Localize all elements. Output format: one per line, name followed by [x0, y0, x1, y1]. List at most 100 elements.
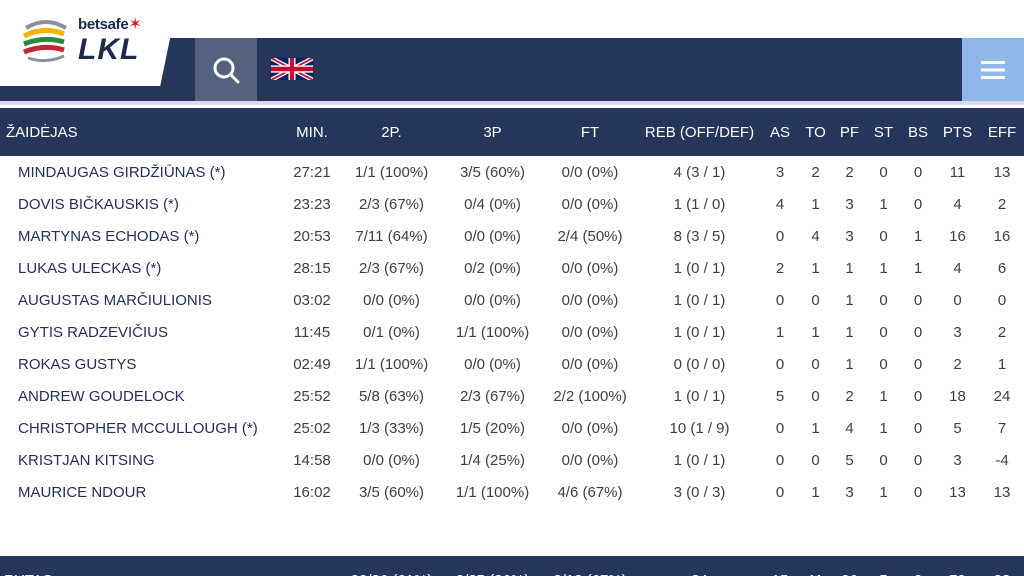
stat-cell: 1 [866, 252, 901, 284]
stat-cell: 0 [901, 348, 935, 380]
search-icon [213, 57, 240, 84]
table-row: AUGUSTAS MARČIULIONIS 03:02 0/0 (0%) 0/0 (0… [0, 284, 1024, 316]
team-totals-row: RYTAS 22/36 (61%)9/25 (36%)8/12 (67%)3415… [0, 556, 1024, 576]
player-name-link[interactable]: KRISTJAN KITSING [0, 444, 283, 476]
logo[interactable]: betsafe✶ LKL [0, 0, 178, 86]
table-header-row: ŽAIDĖJAS MIN. 2P. 3P FT REB (OFF/DEF) AS TO PF ST… [0, 108, 1024, 156]
stat-cell: 0/0 (0%) [543, 156, 637, 188]
column-header[interactable]: MIN. [296, 123, 328, 141]
stat-cell: 23:23 [283, 188, 341, 220]
stat-cell: 1 [866, 412, 901, 444]
stat-cell: 5 [935, 412, 980, 444]
stat-cell: 0/0 (0%) [543, 412, 637, 444]
stat-cell: 5 [762, 380, 798, 412]
stat-cell: 2/4 (50%) [543, 220, 637, 252]
stat-cell: 1 [901, 252, 935, 284]
stat-cell: 3 [833, 188, 866, 220]
total-cell: 2 [901, 556, 935, 576]
column-header[interactable]: REB (OFF/DEF) [644, 123, 755, 141]
stat-cell: 4 [798, 220, 833, 252]
stat-cell: 02:49 [283, 348, 341, 380]
search-button[interactable] [195, 38, 257, 102]
uk-flag-icon[interactable] [271, 58, 313, 80]
player-name-link[interactable]: MAURICE NDOUR [0, 476, 283, 508]
stat-cell: 0/4 (0%) [442, 188, 543, 220]
column-header[interactable]: ST [873, 123, 894, 141]
stat-cell: 0 [762, 348, 798, 380]
table-row: DOVIS BIČKAUSKIS (*) 23:23 2/3 (67%) 0/4 (0… [0, 188, 1024, 220]
stat-cell: 1/4 (25%) [442, 444, 543, 476]
navbar [0, 38, 1024, 102]
stat-cell: 0 [762, 444, 798, 476]
column-header[interactable]: FT [580, 123, 600, 141]
table-row: LUKAS ULECKAS (*) 28:15 2/3 (67%) 0/2 (0%) 0… [0, 252, 1024, 284]
stat-cell: 1 [798, 252, 833, 284]
stat-cell: 0 [901, 476, 935, 508]
stat-cell: 1/5 (20%) [442, 412, 543, 444]
column-header[interactable]: ŽAIDĖJAS [6, 123, 78, 141]
stat-cell: 0 [901, 284, 935, 316]
stat-cell: 3 [935, 444, 980, 476]
player-name-link[interactable]: GYTIS RADZEVIČIUS [0, 316, 283, 348]
stat-cell: 0 [901, 380, 935, 412]
stat-cell: 1/3 (33%) [341, 412, 442, 444]
player-name-link[interactable]: CHRISTOPHER MCCULLOUGH (*) [0, 412, 283, 444]
total-cell: 34 [637, 556, 762, 576]
stat-cell: 11 [935, 156, 980, 188]
stat-cell: 0 [866, 220, 901, 252]
stat-cell: 3 (0 / 3) [637, 476, 762, 508]
sponsor-name: betsafe✶ [78, 16, 142, 33]
star-icon: ✶ [128, 16, 142, 33]
column-header[interactable]: 3P [483, 123, 502, 141]
stat-cell: 4 [935, 188, 980, 220]
stat-cell: 1 [833, 348, 866, 380]
stat-cell: 0/1 (0%) [341, 316, 442, 348]
stat-cell: 0/0 (0%) [543, 444, 637, 476]
table-row: CHRISTOPHER MCCULLOUGH (*) 25:02 1/3 (33%)… [0, 412, 1024, 444]
stat-cell: 1 [866, 476, 901, 508]
stat-cell: 0 [866, 444, 901, 476]
stat-cell: 4 [762, 188, 798, 220]
stat-cell: 0/2 (0%) [442, 252, 543, 284]
stat-cell: 11:45 [283, 316, 341, 348]
stat-cell: 3/5 (60%) [341, 476, 442, 508]
column-header[interactable]: 2P. [381, 123, 402, 141]
stat-cell: 13 [980, 156, 1024, 188]
player-name-link[interactable]: ROKAS GUSTYS [0, 348, 283, 380]
stat-cell: 0 [901, 188, 935, 220]
stat-cell: 3/5 (60%) [442, 156, 543, 188]
column-header[interactable]: TO [805, 123, 826, 141]
column-header[interactable]: AS [769, 123, 790, 141]
column-header[interactable]: EFF [987, 123, 1017, 141]
player-name-link[interactable]: MARTYNAS ECHODAS (*) [0, 220, 283, 252]
table-row: GYTIS RADZEVIČIUS 11:45 0/1 (0%) 1/1 (100%)… [0, 316, 1024, 348]
stat-cell: 2 [980, 188, 1024, 220]
stat-cell: 2 [833, 380, 866, 412]
league-name: LKL [78, 33, 140, 66]
player-name-link[interactable]: LUKAS ULECKAS (*) [0, 252, 283, 284]
stat-cell: 0 [866, 284, 901, 316]
stat-cell: 2/3 (67%) [341, 252, 442, 284]
player-name-link[interactable]: ANDREW GOUDELOCK [0, 380, 283, 412]
stat-cell: 1 [980, 348, 1024, 380]
stat-cell: 0 [901, 412, 935, 444]
stat-cell: 0 [762, 220, 798, 252]
player-name-link[interactable]: DOVIS BIČKAUSKIS (*) [0, 188, 283, 220]
stat-cell: 16 [980, 220, 1024, 252]
total-cell: 15 [762, 556, 798, 576]
menu-button[interactable] [962, 38, 1024, 102]
stat-cell: 6 [980, 252, 1024, 284]
total-cell [283, 556, 341, 576]
stat-cell: 25:02 [283, 412, 341, 444]
column-header[interactable]: PF [839, 123, 860, 141]
stat-cell: 4 [833, 412, 866, 444]
stat-cell: 0/0 (0%) [341, 284, 442, 316]
stat-cell: 1/1 (100%) [341, 348, 442, 380]
column-header[interactable]: PTS [942, 123, 973, 141]
stat-cell: 2 [798, 156, 833, 188]
column-header[interactable]: BS [907, 123, 928, 141]
stat-cell: 27:21 [283, 156, 341, 188]
player-name-link[interactable]: AUGUSTAS MARČIULIONIS [0, 284, 283, 316]
stat-cell: 0/0 (0%) [442, 348, 543, 380]
player-name-link[interactable]: MINDAUGAS GIRDŽIŪNAS (*) [0, 156, 283, 188]
